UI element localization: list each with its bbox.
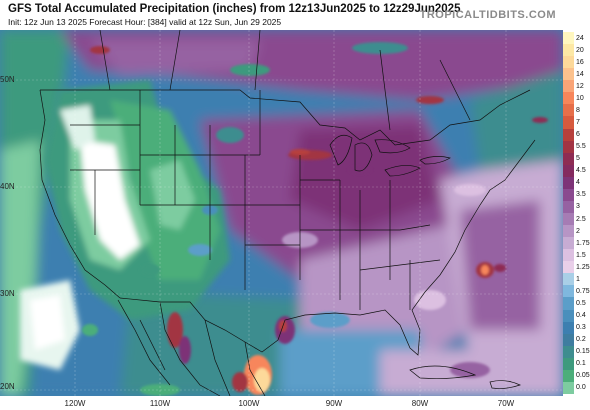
colorbar-level-label: 20 [576, 46, 584, 54]
lon-label-110w: 110W [149, 399, 171, 408]
colorbar-level-label: 5 [576, 155, 580, 163]
colorbar-swatch [563, 381, 574, 395]
colorbar-level-label: 4.5 [576, 167, 586, 175]
colorbar-swatch [563, 176, 574, 190]
colorbar-swatch [563, 297, 574, 311]
colorbar-swatch [563, 369, 574, 383]
colorbar-swatch [563, 68, 574, 81]
colorbar-level-label: 24 [576, 34, 584, 42]
map-subtitle: Init: 12z Jun 13 2025 Forecast Hour: [38… [8, 17, 282, 27]
colorbar-swatch [563, 44, 574, 57]
colorbar-swatch [563, 32, 574, 45]
colorbar-swatch [563, 237, 574, 250]
lat-label-30n: 30N [0, 289, 15, 298]
colorbar-swatch [563, 213, 574, 226]
precipitation-map: 50N 40N 30N 20N [0, 30, 563, 396]
political-boundaries [39, 30, 536, 396]
colorbar-level-label: 4 [576, 179, 580, 187]
lon-label-80w: 80W [411, 399, 429, 408]
colorbar-level-label: 0.0 [576, 384, 586, 392]
colorbar-level-label: 1 [576, 275, 580, 283]
colorbar-swatch [563, 345, 574, 359]
colorbar-level-label: 12 [576, 82, 584, 90]
colorbar-swatch [563, 140, 574, 154]
colorbar-swatch [563, 285, 574, 298]
colorbar-swatch [563, 152, 574, 166]
colorbar-level-label: 14 [576, 70, 584, 78]
lat-label-50n: 50N [0, 75, 15, 84]
colorbar-legend: 24 20 16 14 12 10 8 7 6 5.5 5 4.5 4 3.5 3 2.5 2 1.75 1.5 1.… [563, 30, 590, 396]
colorbar-level-label: 3.5 [576, 191, 586, 199]
western-dry-region [20, 80, 230, 370]
colorbar-swatch [563, 321, 574, 335]
colorbar-level-label: 0.75 [576, 287, 590, 295]
lat-label-40n: 40N [0, 182, 15, 191]
colorbar-swatch [563, 357, 574, 371]
colorbar-swatch [563, 200, 574, 214]
colorbar-level-label: 0.3 [576, 324, 586, 332]
colorbar-swatch [563, 188, 574, 202]
lon-label-90w: 90W [325, 399, 343, 408]
colorbar-level-label: 0.2 [576, 336, 586, 344]
colorbar-level-label: 6 [576, 131, 580, 139]
colorbar-level-label: 0.05 [576, 372, 590, 380]
longitude-axis: 120W 110W 100W 90W 80W 70W [0, 396, 563, 410]
colorbar-level-label: 1.5 [576, 251, 586, 259]
precipitation-field [0, 30, 563, 396]
colorbar-swatch [563, 116, 574, 130]
lon-label-120w: 120W [64, 399, 86, 408]
colorbar-swatch [563, 225, 574, 238]
colorbar-level-label: 10 [576, 94, 584, 102]
header: GFS Total Accumulated Precipitation (inc… [0, 0, 590, 30]
colorbar-swatch [563, 104, 574, 117]
colorbar-swatch [563, 249, 574, 262]
colorbar-swatch [563, 128, 574, 142]
brand-label: TROPICALTIDBITS.COM [419, 9, 556, 21]
graticule [0, 30, 563, 396]
colorbar-level-label: 2.5 [576, 215, 586, 223]
colorbar-swatch [563, 80, 574, 93]
colorbar-level-label: 0.15 [576, 348, 590, 356]
colorbar-swatch [563, 261, 574, 274]
colorbar-level-label: 0.1 [576, 360, 586, 368]
colorbar-level-label: 0.4 [576, 312, 586, 320]
colorbar-level-label: 2 [576, 227, 580, 235]
colorbar-level-label: 16 [576, 58, 584, 66]
colorbar-swatch [563, 309, 574, 323]
colorbar-swatch [563, 56, 574, 69]
colorbar-swatch [563, 333, 574, 347]
colorbar-level-label: 8 [576, 106, 580, 114]
lat-label-20n: 20N [0, 382, 15, 391]
colorbar-level-label: 7 [576, 119, 580, 126]
colorbar-level-label: 1.25 [576, 263, 590, 271]
map-title: GFS Total Accumulated Precipitation (inc… [8, 3, 461, 15]
precip-texture [82, 42, 548, 396]
colorbar-level-label: 3 [576, 203, 580, 211]
colorbar-swatch [563, 164, 574, 178]
lon-label-70w: 70W [497, 399, 515, 408]
colorbar-swatch [563, 273, 574, 286]
lon-label-100w: 100W [238, 399, 260, 408]
colorbar-level-label: 0.5 [576, 300, 586, 307]
colorbar-level-label: 1.75 [576, 239, 590, 247]
colorbar-level-label: 5.5 [576, 143, 586, 151]
colorbar-swatch [563, 92, 574, 105]
